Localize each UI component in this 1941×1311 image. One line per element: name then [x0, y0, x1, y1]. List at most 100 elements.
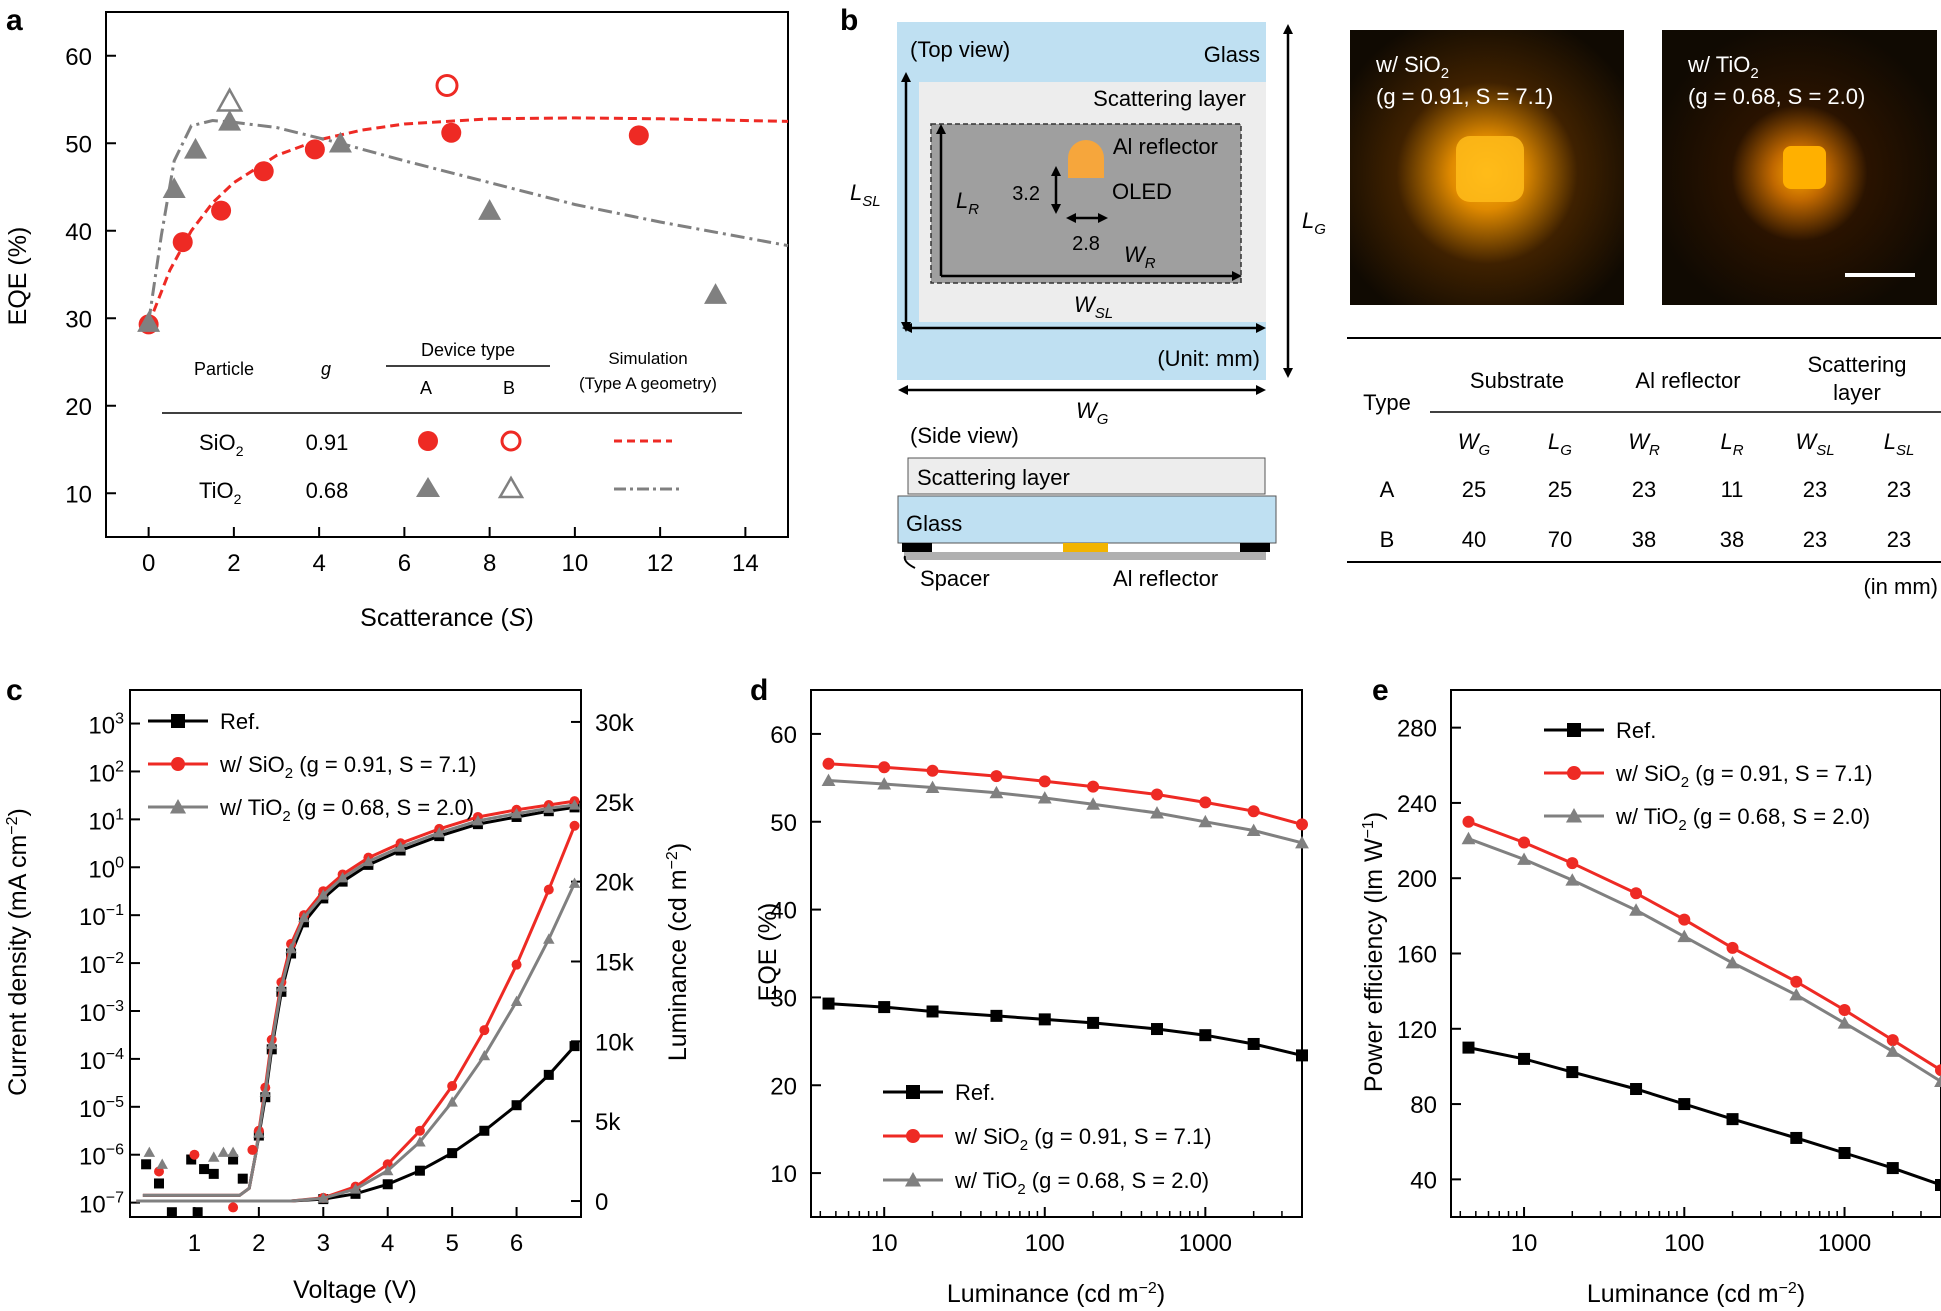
- table-rows: A 25 25 23 11 23 23 B 40 70 38 38 23 23: [1380, 477, 1912, 552]
- panel-c-ticks: 1 2 3 4 5 6 10−7 10−6 10−5 10−4 10−3 10−2 10−1 100 101…: [79, 710, 635, 1257]
- series-point: [926, 764, 939, 777]
- table-cell: 40: [1462, 527, 1486, 552]
- noise-point: [208, 1151, 220, 1162]
- series-point: [1725, 956, 1740, 969]
- table-col-lg: LG: [1548, 429, 1572, 459]
- luminance-point: [447, 1148, 458, 1159]
- series-point: [1517, 852, 1531, 865]
- panel-d-axes-frame: [810, 689, 1303, 1218]
- spacer-right: [1240, 543, 1270, 552]
- current-density-point: [568, 799, 581, 810]
- panel-c-ylabel-right: Luminance (cd m−2): [664, 843, 692, 1061]
- side-view-schematic: (Side view) Scattering layer Glass Space…: [897, 423, 1277, 591]
- table-head-scatter-1: Scattering: [1807, 352, 1906, 377]
- current-density-point: [336, 872, 349, 883]
- dimension-lines: [902, 28, 1290, 392]
- table-cell: 23: [1803, 477, 1827, 502]
- y-tick-label: 200: [1397, 866, 1437, 893]
- oled-photo-tio2: w/ TiO2 (g = 0.68, S = 2.0): [1662, 30, 1937, 305]
- data-point: [328, 131, 352, 153]
- simulation-line: [147, 116, 789, 325]
- series-point: [1789, 988, 1804, 1001]
- panel-b-label: b: [840, 4, 858, 37]
- series-point: [1150, 788, 1163, 801]
- y-right-tick-label: 15k: [595, 949, 635, 976]
- y-left-tick-label: 10−1: [79, 902, 124, 931]
- series-point: [1296, 818, 1308, 831]
- panel-a-legend: Particle g Device type A B Simulation (T…: [162, 340, 742, 507]
- y-left-tick-label: 10−3: [79, 998, 124, 1027]
- series-point: [990, 1009, 1003, 1022]
- luminance-point: [510, 995, 523, 1007]
- x-tick-label: 6: [398, 550, 411, 577]
- series-point: [1038, 1013, 1051, 1026]
- luminance-point: [543, 884, 554, 895]
- legend-sio2-a-marker: [418, 431, 438, 451]
- panel-a-ticks: 0 2 4 6 8 10 12 14 10 20 30 40 50 60: [65, 44, 758, 577]
- legend-marker: [1565, 807, 1583, 823]
- series-point: [925, 780, 940, 794]
- current-density-point: [317, 889, 330, 900]
- current-density-point: [285, 942, 297, 954]
- data-point: [435, 74, 459, 97]
- series-point: [1295, 835, 1309, 849]
- luminance-point: [568, 877, 581, 888]
- series-point: [1629, 903, 1643, 916]
- noise-point: [153, 1178, 164, 1189]
- series-point: [1087, 780, 1100, 793]
- table-cell: 38: [1632, 527, 1656, 552]
- side-scattering-layer: [907, 457, 1266, 495]
- y-left-tick-label: 10−7: [79, 1190, 124, 1219]
- luminance-point: [511, 959, 522, 970]
- panel-a-label: a: [6, 4, 23, 37]
- glass-label: Glass: [1204, 42, 1260, 67]
- series-point: [1296, 1049, 1308, 1062]
- x-tick-label: 0: [142, 550, 155, 577]
- y-tick-label: 40: [65, 219, 92, 246]
- current-density-point: [472, 815, 484, 826]
- legend-marker: [906, 1129, 920, 1143]
- x-tick-label: 12: [647, 550, 674, 577]
- y-tick-label: 10: [65, 481, 92, 508]
- table-col-wsl: WSL: [1795, 429, 1834, 459]
- y-left-tick-label: 102: [88, 758, 124, 787]
- legend-label: w/ TiO2 (g = 0.68, S = 2.0): [1615, 804, 1870, 834]
- current-density-point: [362, 855, 375, 867]
- current-density-point: [275, 981, 288, 992]
- panel-a-points: [137, 74, 728, 335]
- table-col-lr: LR: [1720, 429, 1743, 459]
- series-point: [1790, 1131, 1803, 1144]
- noise-point: [192, 1207, 203, 1218]
- y-left-tick-label: 10−5: [79, 1094, 124, 1123]
- current-density-point: [394, 841, 407, 852]
- dim-width-label: 2.8: [1072, 233, 1100, 255]
- y-tick-label: 50: [770, 810, 797, 837]
- photo-tio2-pixel: [1783, 146, 1826, 189]
- panel-e-label: e: [1372, 674, 1389, 707]
- series-point: [1726, 941, 1739, 954]
- series-point: [989, 785, 1004, 799]
- series-point: [1838, 1003, 1851, 1016]
- noise-point: [228, 1154, 239, 1165]
- legend-marker: [171, 714, 185, 728]
- series-point: [821, 773, 836, 786]
- series-point: [1462, 1041, 1475, 1054]
- series-point: [1038, 775, 1051, 788]
- data-point: [211, 200, 232, 221]
- x-tick-label: 1000: [1179, 1230, 1232, 1257]
- series-point: [1461, 831, 1476, 845]
- legend-col-sim-1: Simulation: [608, 349, 687, 368]
- luminance-point: [543, 933, 555, 944]
- data-point: [162, 177, 186, 198]
- y-tick-label: 60: [770, 722, 797, 749]
- panel-d-xlabel: Luminance (cd m−2): [947, 1280, 1165, 1308]
- x-tick-label: 4: [312, 550, 325, 577]
- y-tick-label: 10: [770, 1161, 797, 1188]
- noise-point: [189, 1149, 200, 1160]
- noise-point: [228, 1202, 239, 1213]
- y-left-tick-label: 10−2: [79, 950, 124, 979]
- y-tick-label: 60: [65, 44, 92, 71]
- y-tick-label: 280: [1397, 716, 1437, 743]
- series-point: [1518, 1052, 1531, 1065]
- current-density-point: [298, 917, 309, 928]
